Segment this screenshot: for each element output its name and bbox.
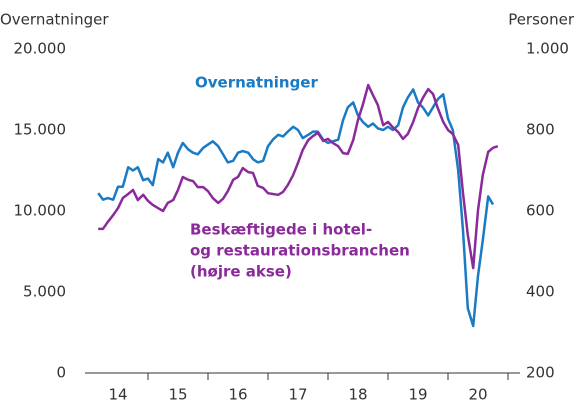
y2-tick-label: 600 [526, 202, 555, 220]
y2-tick-label: 800 [526, 121, 555, 139]
y-axis-label: Overnatninger [0, 11, 109, 29]
y-tick-label: 10.000 [14, 202, 67, 220]
x-tick-label: 17 [288, 386, 307, 403]
annotation: Beskæftigede i hotel- [190, 221, 372, 239]
y2-tick-label: 400 [526, 283, 555, 301]
y-tick-label: 15.000 [14, 121, 67, 139]
x-tick-label: 19 [408, 386, 427, 403]
y2-axis-label: Personer [508, 11, 574, 29]
x-tick-label: 14 [108, 386, 127, 403]
annotation: Overnatninger [195, 74, 318, 92]
annotation: og restaurationsbranchen [190, 242, 410, 260]
y-tick-label: 5.000 [23, 283, 66, 301]
series-line [98, 83, 499, 270]
y-tick-label: 0 [56, 364, 66, 382]
x-tick-label: 18 [348, 386, 367, 403]
x-tick-label: 20 [468, 386, 487, 403]
y2-tick-label: 1.000 [526, 40, 569, 58]
y2-tick-label: 200 [526, 364, 555, 382]
x-tick-label: 16 [228, 386, 247, 403]
series-line [97, 88, 495, 328]
annotation: (højre akse) [190, 263, 292, 281]
y-tick-label: 20.000 [14, 40, 67, 58]
x-tick-label: 15 [168, 386, 187, 403]
